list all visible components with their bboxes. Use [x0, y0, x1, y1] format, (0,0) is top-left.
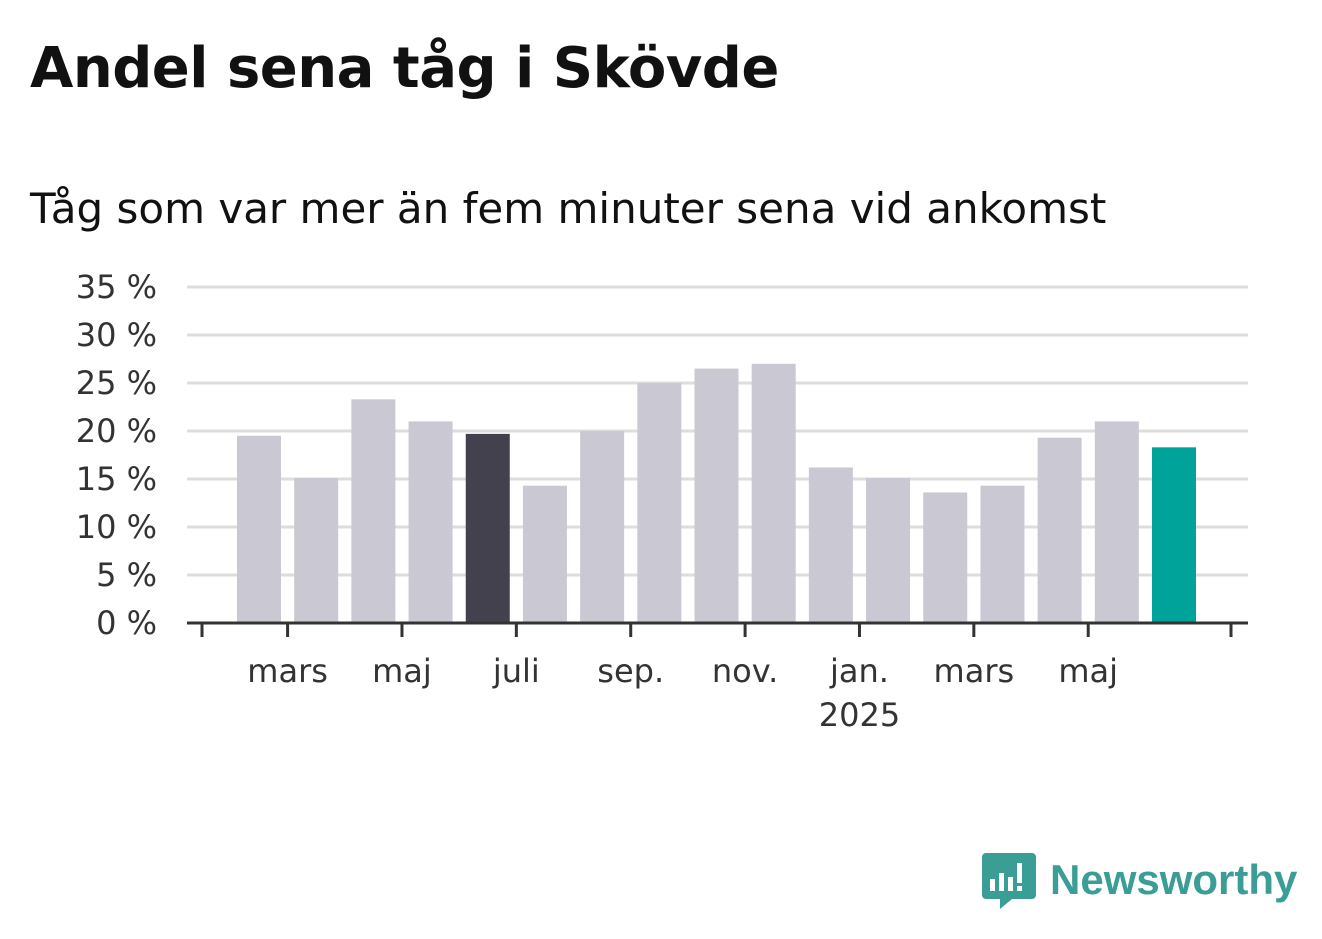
x-tick-label: jan. — [829, 652, 889, 690]
chart-subtitle: Tåg som var mer än fem minuter sena vid … — [30, 184, 1107, 233]
newsworthy-logo[interactable]: Newsworthy — [980, 848, 1297, 912]
bar — [351, 399, 396, 623]
bar — [808, 467, 853, 623]
brand-name: Newsworthy — [1050, 856, 1298, 903]
x-axis — [187, 621, 1248, 637]
y-tick-label: 20 % — [76, 412, 157, 450]
y-axis-ticks: 0 % 5 % 10 % 15 % 20 % 25 % 30 % 35 % — [76, 268, 157, 642]
bar — [866, 478, 911, 623]
x-tick-label: sep. — [597, 652, 664, 690]
bar — [522, 485, 567, 623]
bar — [580, 431, 625, 623]
y-tick-label: 35 % — [76, 268, 157, 306]
bar — [980, 485, 1025, 623]
newsworthy-logo-icon — [982, 853, 1036, 909]
bar — [1152, 447, 1196, 623]
bar — [1094, 421, 1139, 623]
x-tick-label: mars — [247, 652, 328, 690]
bar — [751, 363, 796, 623]
x-tick-label: juli — [492, 652, 540, 690]
bar — [294, 478, 339, 623]
x-tick-label: maj — [372, 652, 432, 690]
x-axis-ticks: mars maj juli sep. nov. jan. 2025 mars maj — [247, 652, 1118, 734]
bar-chart: 0 % 5 % 10 % 15 % 20 % 25 % 30 % 35 % mars maj ju… — [76, 268, 1248, 734]
bar — [637, 383, 682, 623]
y-tick-label: 0 % — [96, 604, 157, 642]
y-tick-label: 30 % — [76, 316, 157, 354]
x-tick-label: mars — [934, 652, 1015, 690]
y-tick-label: 15 % — [76, 460, 157, 498]
y-tick-label: 10 % — [76, 508, 157, 546]
bar — [923, 492, 968, 623]
bar — [408, 421, 453, 623]
bar — [237, 435, 281, 623]
bar — [465, 433, 510, 623]
y-tick-label: 25 % — [76, 364, 157, 402]
x-tick-label: nov. — [712, 652, 778, 690]
bar — [1037, 437, 1082, 623]
x-tick-year-label: 2025 — [819, 696, 900, 734]
bars — [237, 363, 1196, 623]
y-tick-label: 5 % — [96, 556, 157, 594]
x-tick-label: maj — [1058, 652, 1118, 690]
chart-title: Andel sena tåg i Skövde — [30, 36, 779, 101]
bar — [694, 368, 739, 623]
